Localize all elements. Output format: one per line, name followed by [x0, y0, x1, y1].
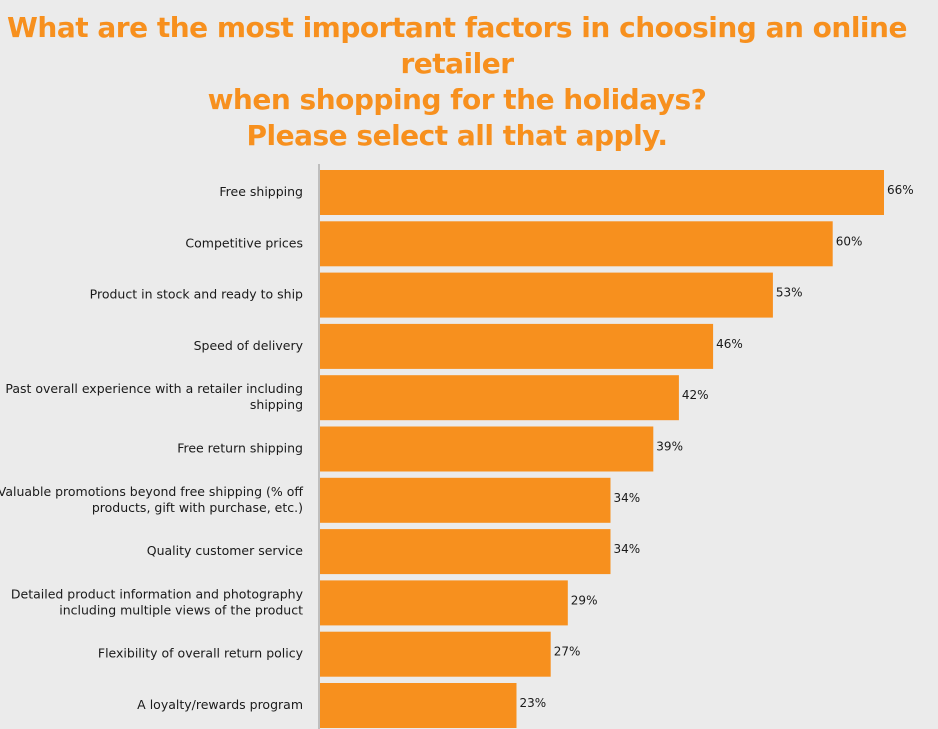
- bar-2: [320, 272, 773, 318]
- chart-title-line-1: What are the most important factors in c…: [7, 11, 907, 80]
- value-label-8: 29%: [571, 593, 598, 607]
- category-label-6-line-0: Valuable promotions beyond free shipping…: [0, 484, 303, 499]
- category-label-4-line-0: Past overall experience with a retailer …: [5, 381, 303, 396]
- category-label-5: Free return shipping: [177, 441, 303, 456]
- value-label-1: 60%: [836, 234, 863, 248]
- category-label-6-line-1: products, gift with purchase, etc.): [92, 500, 303, 515]
- bar-10: [320, 683, 517, 728]
- bar-0: [320, 170, 884, 215]
- chart-title-line-2: when shopping for the holidays?: [207, 83, 707, 116]
- bar-5: [320, 426, 654, 472]
- bar-6: [320, 477, 611, 523]
- value-label-9: 27%: [554, 645, 581, 659]
- value-label-10: 23%: [520, 696, 547, 710]
- value-label-7: 34%: [614, 542, 641, 556]
- value-label-4: 42%: [682, 388, 709, 402]
- category-label-1: Competitive prices: [185, 235, 303, 250]
- chart-title-line-3: Please select all that apply.: [246, 119, 668, 152]
- value-label-2: 53%: [776, 286, 803, 300]
- value-label-3: 46%: [716, 337, 743, 351]
- bar-4: [320, 375, 679, 421]
- category-label-2: Product in stock and ready to ship: [90, 287, 303, 302]
- bar-9: [320, 631, 551, 677]
- category-label-3: Speed of delivery: [194, 338, 304, 353]
- chart-title: What are the most important factors in c…: [0, 10, 914, 154]
- bar-3: [320, 323, 714, 369]
- bar-7: [320, 529, 611, 575]
- value-label-0: 66%: [887, 183, 914, 197]
- category-label-8-line-0: Detailed product information and photogr…: [11, 586, 304, 601]
- bar-8: [320, 580, 568, 626]
- value-label-6: 34%: [614, 491, 641, 505]
- bar-1: [320, 221, 833, 267]
- category-label-7: Quality customer service: [147, 543, 304, 558]
- category-label-0: Free shipping: [219, 184, 303, 199]
- category-label-4-line-1: shipping: [250, 397, 303, 412]
- category-label-8-line-1: including multiple views of the product: [59, 602, 303, 617]
- value-label-5: 39%: [656, 440, 683, 454]
- category-label-10: A loyalty/rewards program: [137, 697, 303, 712]
- category-label-9: Flexibility of overall return policy: [98, 646, 304, 661]
